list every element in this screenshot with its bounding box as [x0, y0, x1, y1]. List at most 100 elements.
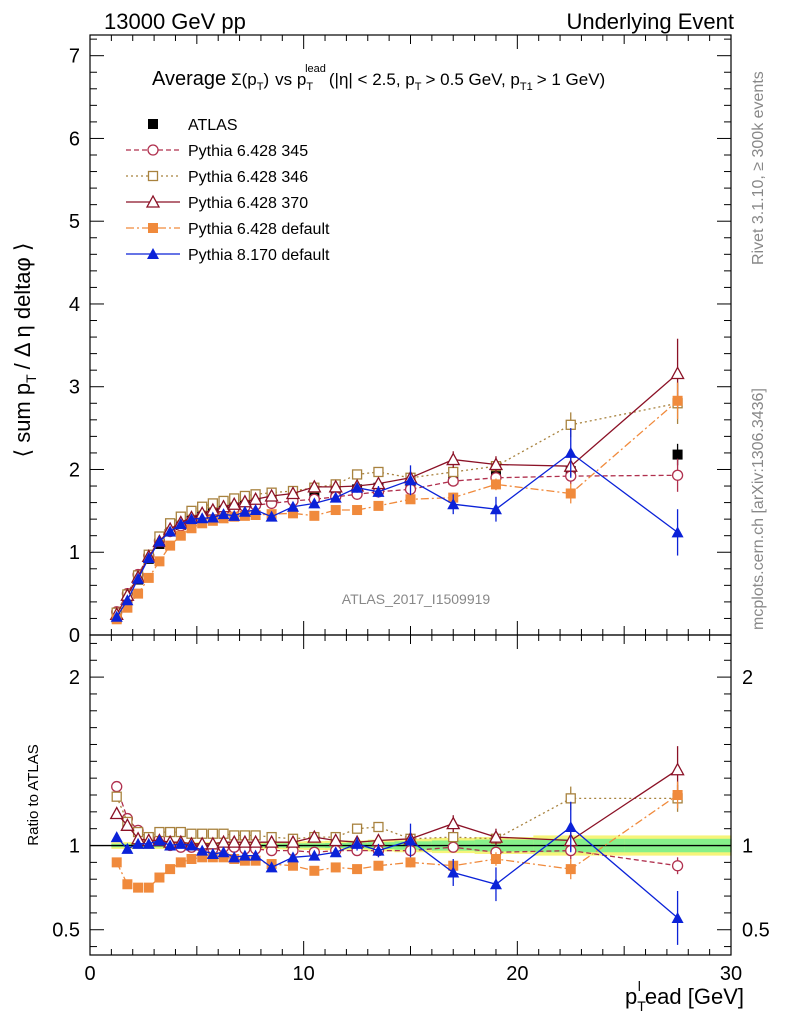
- data-point: [238, 505, 251, 517]
- legend-label: ATLAS: [188, 117, 238, 134]
- data-point: [670, 366, 685, 380]
- ylabel-b: / Δ η deltaφ ⟩: [10, 242, 35, 369]
- ratio-data-point: [228, 851, 241, 863]
- data-point: [174, 518, 187, 530]
- data-point: [121, 594, 134, 606]
- ratio-data-point: [109, 806, 124, 820]
- ratio-data-point: [330, 862, 341, 873]
- ratio-data-point: [197, 852, 208, 863]
- ratio-data-point: [287, 860, 298, 871]
- ratio-data-point: [143, 882, 154, 893]
- ratio-data-point: [328, 833, 343, 847]
- top-panel-frame: [89, 34, 732, 636]
- ratio-y-tick-label-right: 0.5: [742, 920, 770, 942]
- data-point: [446, 452, 461, 466]
- data-point: [373, 500, 384, 511]
- title-sigma-sub: T: [257, 81, 264, 93]
- ratio-data-point: [142, 837, 155, 849]
- data-point: [565, 488, 576, 499]
- data-point: [351, 469, 363, 480]
- data-point: [404, 474, 417, 486]
- ylabel-a: ⟨ sum p: [10, 383, 35, 458]
- x-tick-label: 0: [84, 963, 95, 985]
- data-point: [110, 610, 123, 622]
- ratio-data-point: [285, 834, 301, 848]
- legend-label: Pythia 6.428 345: [188, 143, 308, 160]
- legend-marker: [147, 248, 159, 259]
- y-tick-label: 3: [69, 377, 80, 399]
- ratio-data-point: [671, 911, 684, 923]
- data-point: [164, 525, 177, 537]
- ratio-data-point: [111, 791, 122, 802]
- data-point: [133, 588, 144, 599]
- ratio-y-tick-label: 0.5: [52, 920, 80, 942]
- y-tick-label: 4: [69, 294, 80, 316]
- data-point: [143, 572, 154, 583]
- ratio-data-point: [218, 852, 229, 863]
- ratio-data-point: [238, 849, 251, 861]
- data-point: [186, 523, 197, 534]
- series-pythia-6-428-346: [111, 382, 683, 618]
- data-point: [307, 479, 322, 493]
- ratio-y-axis-label: Ratio to ATLAS: [25, 744, 42, 845]
- data-point: [249, 504, 262, 516]
- ratio-data-point: [227, 834, 242, 848]
- main-title: Average Σ(pT) vs pTlead(|η| < 2.5, pT > 0.5…: [152, 63, 605, 93]
- ratio-data-point: [447, 866, 460, 878]
- data-point: [373, 466, 384, 478]
- ratio-data-point: [489, 878, 502, 890]
- x-tick-label: 10: [293, 963, 315, 985]
- data-point: [206, 511, 219, 523]
- title-average: Average: [152, 68, 226, 90]
- ratio-data-point: [174, 837, 187, 849]
- data-point: [122, 602, 133, 613]
- ratio-data-point: [351, 823, 363, 834]
- title-sigma: Σ(p: [231, 70, 257, 89]
- ratio-data-point: [373, 860, 384, 871]
- ratio-data-point: [308, 849, 321, 861]
- xlabel-sub: T: [637, 998, 646, 1014]
- y-tick-label: 6: [69, 128, 80, 150]
- series-pythia-8-170-default: [110, 428, 684, 622]
- ratio-data-point: [670, 762, 685, 776]
- data-point: [265, 510, 278, 522]
- title-cuts-sub2: T1: [520, 81, 533, 93]
- data-point: [352, 505, 363, 516]
- ratio-data-point: [164, 839, 177, 851]
- ratio-data-point: [671, 860, 684, 872]
- series-pythia-6-428-370: [109, 338, 685, 620]
- legend-label: Pythia 6.428 346: [188, 169, 308, 186]
- title-vs: vs p: [275, 70, 306, 89]
- ratio-data-point: [111, 780, 123, 793]
- chart-marks: 0 10 20 30 0 1 2 3 4 5 6 7 0.5 0.5 1 1 2 2 ATLAS Pythia 6.4…: [52, 34, 770, 985]
- data-point: [372, 485, 385, 497]
- ratio-data-point: [565, 864, 576, 875]
- data-point: [287, 508, 298, 519]
- title-vs-sup: lead: [305, 63, 326, 75]
- title-cuts-1: (|η| < 2.5, p: [329, 70, 415, 89]
- data-point: [564, 446, 577, 458]
- data-point: [329, 491, 342, 503]
- legend-marker: [147, 170, 159, 182]
- data-point: [489, 503, 502, 515]
- data-point: [142, 552, 155, 564]
- ratio-data-point: [132, 837, 145, 849]
- legend-label: Pythia 8.170 default: [188, 247, 330, 264]
- title-vs-sub: T: [306, 81, 313, 93]
- ratio-series-pythia-6-428-346: [111, 784, 683, 844]
- ratio-y-tick-label: 2: [69, 667, 80, 689]
- ratio-data-point: [447, 841, 459, 853]
- ratio-data-point: [111, 857, 122, 868]
- data-point: [196, 512, 209, 524]
- ratio-data-point: [488, 829, 504, 843]
- data-point: [672, 449, 683, 460]
- ratio-data-point: [404, 834, 417, 846]
- header-right: Underlying Event: [566, 9, 734, 34]
- ratio-data-point: [248, 834, 263, 848]
- ratio-data-point: [237, 834, 253, 848]
- ratio-data-point: [110, 831, 123, 843]
- ratio-data-point: [309, 865, 320, 876]
- data-point: [185, 513, 198, 525]
- y-tick-label: 7: [69, 46, 80, 68]
- x-tick-label: 30: [720, 963, 742, 985]
